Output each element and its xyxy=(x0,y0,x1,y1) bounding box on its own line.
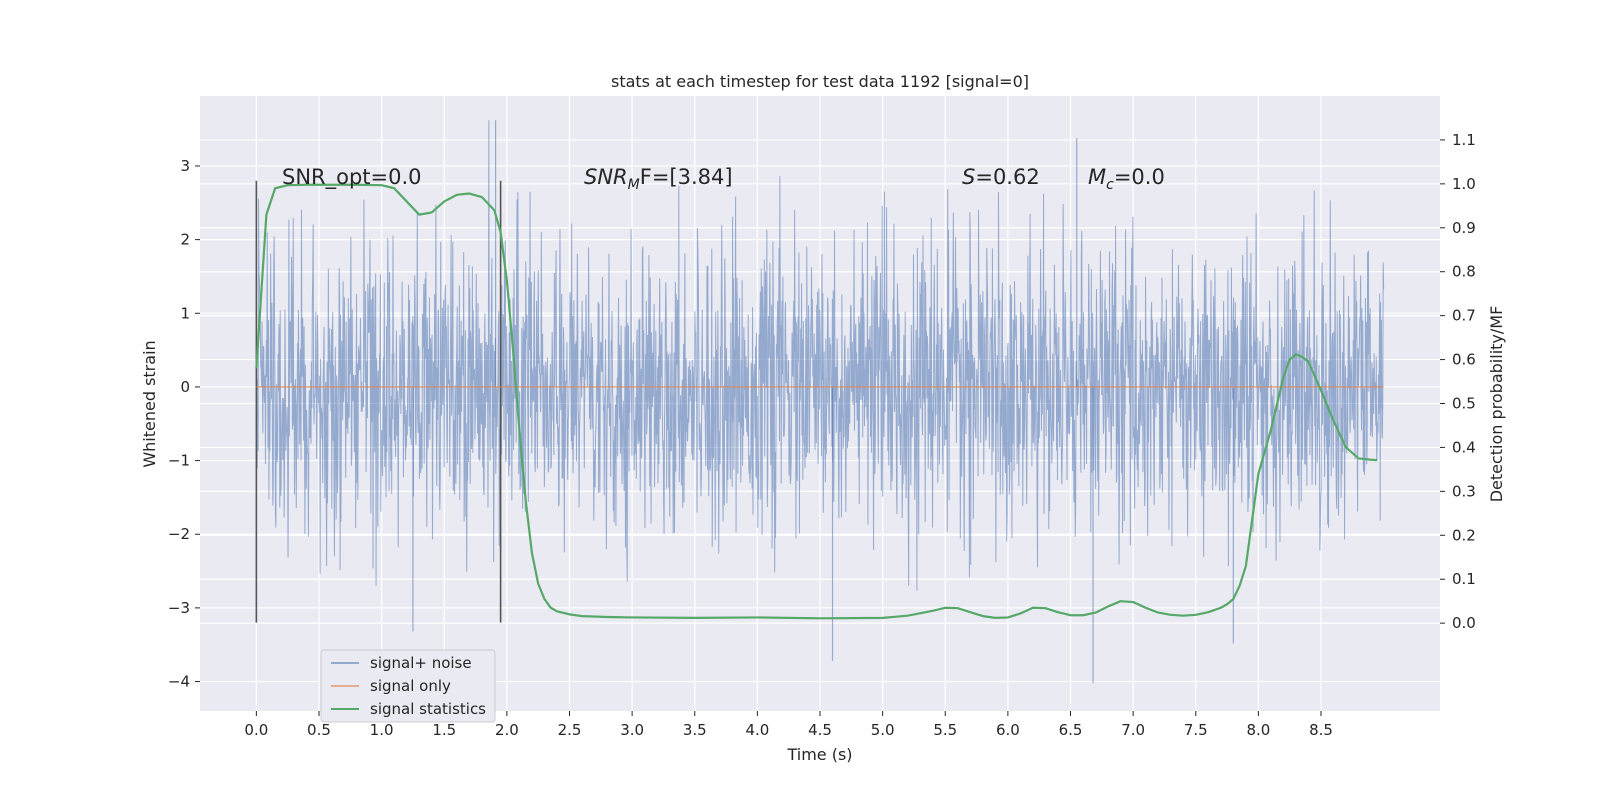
y-right-tick-label-6: 0.5 xyxy=(1452,395,1476,413)
y-right-tick-label-7: 0.4 xyxy=(1452,438,1476,456)
annotation-mc-base: M xyxy=(1088,165,1106,189)
annotation-mc-rest: =0.0 xyxy=(1114,165,1165,189)
x-tick-label-9: 4.5 xyxy=(808,721,832,739)
y-tick-label-0: 3 xyxy=(180,157,190,175)
y-ticks-right: 1.1 1.0 0.9 0.8 0.7 0.6 0.5 0.4 0.3 0.2 0.1 0.0 xyxy=(1440,131,1476,632)
legend: signal+ noise signal only signal statist… xyxy=(320,649,496,723)
x-tick-label-10: 5.0 xyxy=(871,721,895,739)
x-tick-label-5: 2.5 xyxy=(558,721,582,739)
y-right-tick-label-2: 0.9 xyxy=(1452,219,1476,237)
y-right-tick-label-9: 0.2 xyxy=(1452,526,1476,544)
x-tick-label-2: 1.0 xyxy=(370,721,394,739)
annotation-s-base: S xyxy=(962,165,975,189)
y-right-tick-label-1: 1.0 xyxy=(1452,175,1476,193)
x-tick-label-13: 6.5 xyxy=(1059,721,1083,739)
annotation-snr-mf-base: SNR xyxy=(584,165,628,189)
x-ticks: 0.0 0.5 1.0 1.5 2.0 2.5 3.0 3.5 4.0 4.5 5.0 5.5 6.0 6… xyxy=(244,711,1333,739)
annotation-snr-mf: SNRMF=[3.84] xyxy=(584,165,733,193)
y-right-tick-label-5: 0.6 xyxy=(1452,351,1476,369)
y-tick-label-5: −2 xyxy=(168,525,190,543)
x-tick-label-7: 3.5 xyxy=(683,721,707,739)
y-tick-label-3: 0 xyxy=(180,378,190,396)
x-tick-label-6: 3.0 xyxy=(620,721,644,739)
y-right-tick-label-4: 0.7 xyxy=(1452,307,1476,325)
x-tick-label-16: 8.0 xyxy=(1246,721,1270,739)
annotation-snr-mf-sub: M xyxy=(628,177,640,193)
series-signal-statistics xyxy=(255,183,1378,620)
x-tick-label-14: 7.0 xyxy=(1121,721,1145,739)
chart-title: stats at each timestep for test data 119… xyxy=(611,72,1029,91)
y-right-tick-label-3: 0.8 xyxy=(1452,263,1476,281)
y-tick-label-7: −4 xyxy=(168,673,190,691)
y-axis-label: Whitened strain xyxy=(140,340,159,467)
y-tick-label-4: −1 xyxy=(168,452,190,470)
x-axis-label: Time (s) xyxy=(786,745,852,764)
annotation-s: S=0.62 xyxy=(962,165,1040,189)
x-tick-label-3: 1.5 xyxy=(432,721,456,739)
y-right-tick-label-11: 0.0 xyxy=(1452,614,1476,632)
x-tick-label-1: 0.5 xyxy=(307,721,331,739)
y-axis-label-right: Detection probability/MF xyxy=(1487,306,1506,503)
y-right-tick-label-0: 1.1 xyxy=(1452,131,1476,149)
legend-label-signal-noise: signal+ noise xyxy=(370,654,472,672)
y-ticks-left: 3 2 1 0 −1 −2 −3 −4 xyxy=(168,157,200,691)
y-right-tick-label-8: 0.3 xyxy=(1452,482,1476,500)
series-signal-noise xyxy=(255,120,1385,684)
y-tick-label-6: −3 xyxy=(168,599,190,617)
signal-noise-line xyxy=(255,120,1385,591)
legend-box xyxy=(320,649,496,723)
x-tick-label-11: 5.5 xyxy=(933,721,957,739)
legend-label-signal-only: signal only xyxy=(370,677,451,695)
vertical-lines xyxy=(255,180,502,623)
y-tick-label-1: 2 xyxy=(180,231,190,249)
annotation-mc-sub: c xyxy=(1106,177,1114,193)
annotation-s-rest: =0.62 xyxy=(975,165,1039,189)
annotation-snr-opt: SNR_opt=0.0 xyxy=(282,165,422,190)
annotation-mc: Mc=0.0 xyxy=(1088,165,1165,193)
x-tick-label-12: 6.0 xyxy=(996,721,1020,739)
x-tick-label-4: 2.0 xyxy=(495,721,519,739)
x-tick-label-15: 7.5 xyxy=(1184,721,1208,739)
y-right-tick-label-10: 0.1 xyxy=(1452,570,1476,588)
signal-statistics-line xyxy=(255,183,1378,620)
legend-label-signal-statistics: signal statistics xyxy=(370,700,486,718)
y-tick-label-2: 1 xyxy=(180,304,190,322)
x-tick-label-17: 8.5 xyxy=(1309,721,1333,739)
x-tick-label-8: 4.0 xyxy=(745,721,769,739)
annotation-snr-mf-rest: F=[3.84] xyxy=(640,165,733,189)
x-tick-label-0: 0.0 xyxy=(244,721,268,739)
